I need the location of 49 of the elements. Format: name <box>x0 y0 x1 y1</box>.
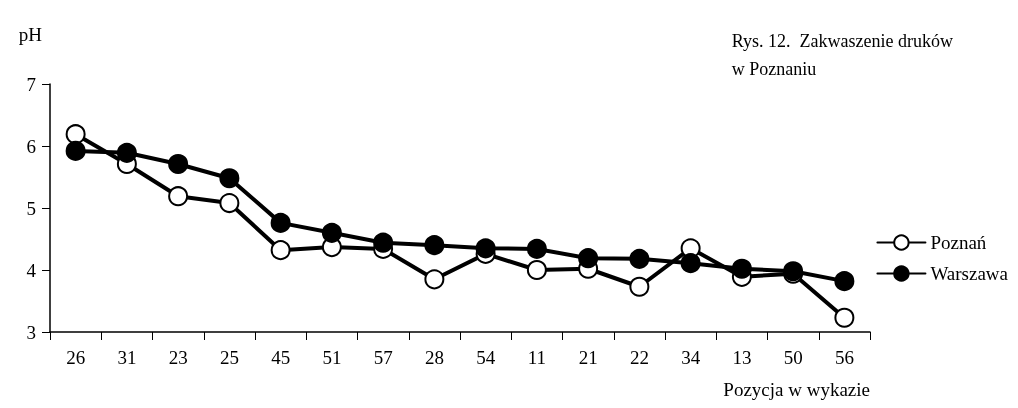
x-tick-label: 57 <box>373 347 393 368</box>
y-tick-label: 5 <box>26 197 36 219</box>
legend-label: Warszawa <box>930 263 1009 284</box>
point <box>526 260 547 280</box>
point <box>629 276 650 297</box>
y-tick-label: 7 <box>26 73 36 95</box>
point <box>578 248 599 269</box>
point <box>731 258 752 279</box>
point <box>424 235 445 256</box>
point <box>373 232 394 253</box>
x-tick-label: 51 <box>322 347 342 368</box>
point <box>219 193 240 214</box>
point <box>526 238 547 259</box>
x-tick-label: 21 <box>578 347 598 368</box>
point <box>65 140 86 161</box>
point <box>424 269 445 290</box>
y-tick-label: 6 <box>26 135 36 157</box>
x-tick-label: 13 <box>732 347 752 368</box>
point <box>219 168 240 189</box>
point <box>321 222 342 243</box>
point <box>834 271 855 292</box>
x-tick-label: 11 <box>527 347 547 368</box>
x-tick-label: 54 <box>476 347 496 368</box>
y-tick-label: 3 <box>26 321 36 343</box>
y-tick-label: 4 <box>26 259 37 281</box>
point <box>270 240 291 261</box>
x-tick-label: 26 <box>66 347 86 368</box>
point <box>680 253 701 274</box>
x-tick-label: 45 <box>271 347 291 368</box>
x-axis-title: Pozycja w wykazie <box>723 379 870 400</box>
y-axis-title: pH <box>18 24 43 45</box>
x-tick-label: 25 <box>219 347 239 368</box>
point <box>116 142 137 163</box>
point <box>834 307 855 328</box>
point <box>629 248 650 269</box>
x-tick-label: 31 <box>117 347 137 368</box>
x-tick-label: 23 <box>168 347 188 368</box>
x-tick-label: 34 <box>681 347 701 368</box>
point <box>270 212 291 233</box>
point <box>168 153 189 174</box>
point <box>475 238 496 259</box>
x-tick-label: 56 <box>834 347 854 368</box>
point <box>65 124 86 145</box>
x-tick-label: 50 <box>783 347 803 368</box>
x-tick-label: 28 <box>424 347 444 368</box>
x-tick-label: 22 <box>629 347 649 368</box>
point <box>168 186 189 207</box>
legend-label: Poznań <box>930 232 987 253</box>
chart-title: Rys. 12. Zakwaszenie druków w Poznaniu <box>731 31 953 79</box>
